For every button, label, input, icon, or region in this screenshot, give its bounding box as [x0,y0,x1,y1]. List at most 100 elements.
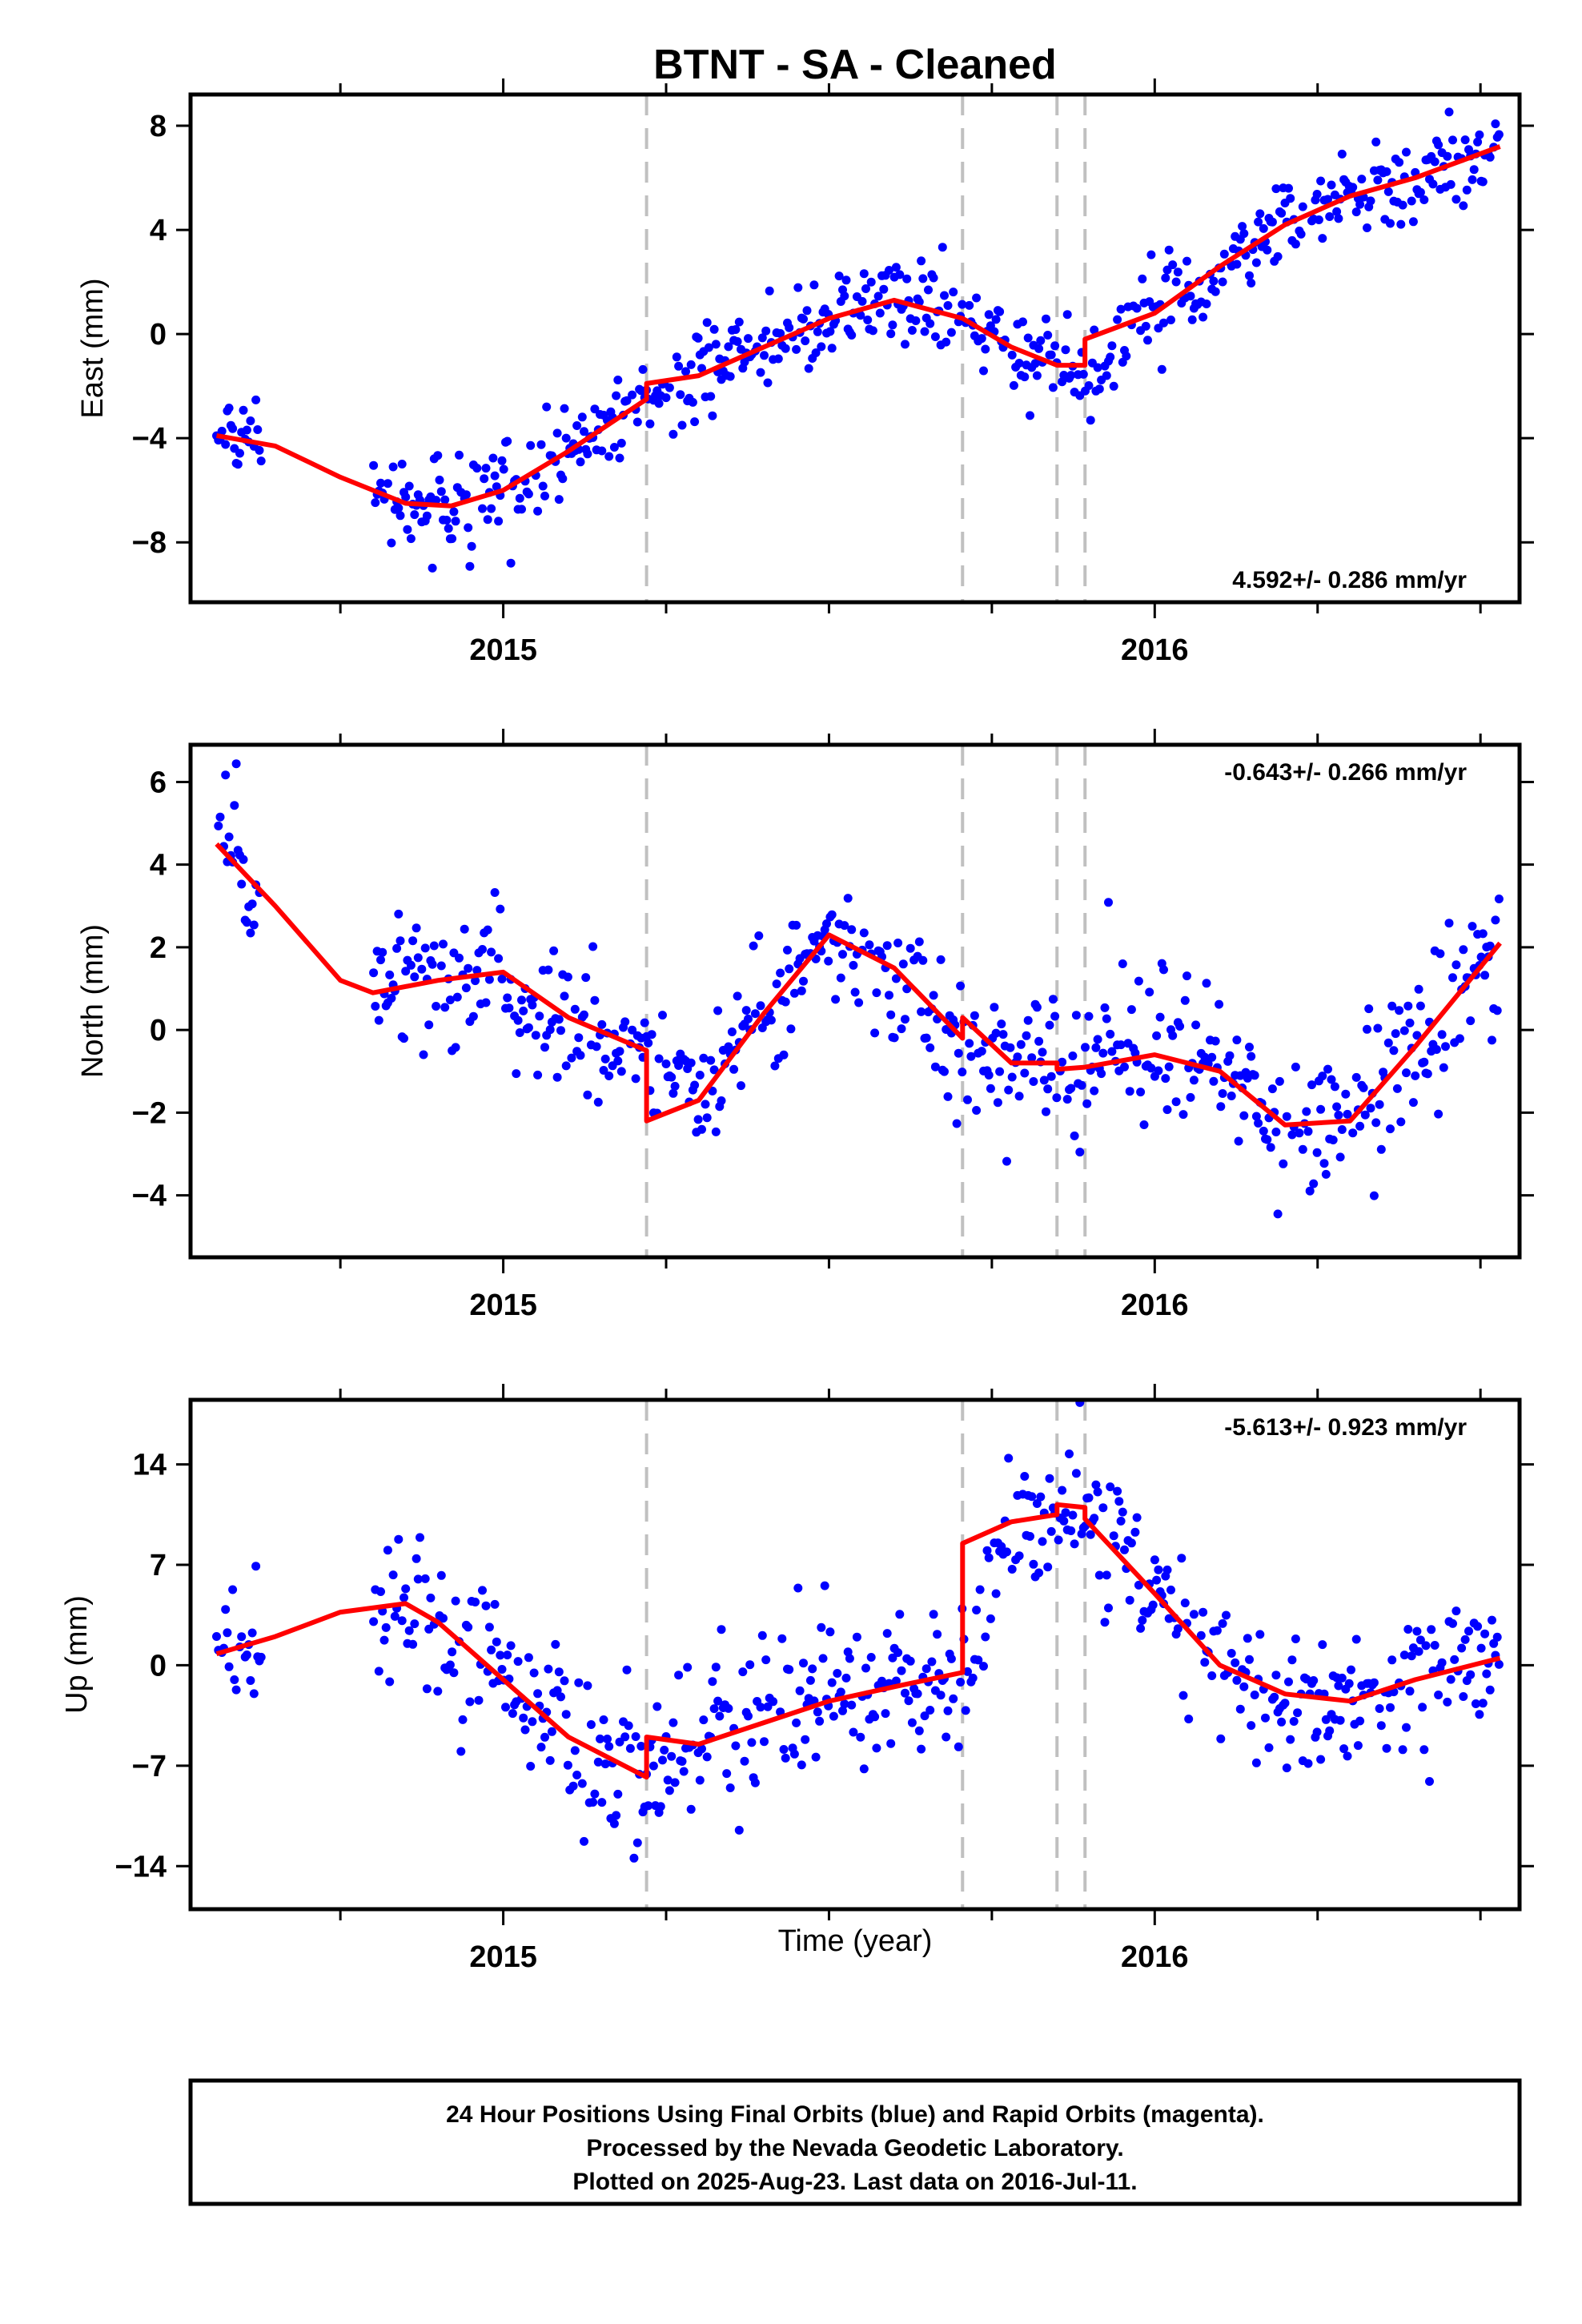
data-point [1148,1600,1158,1610]
data-point [1428,179,1438,189]
data-point [849,1727,858,1737]
data-point [1415,1001,1425,1011]
data-point [1359,1083,1368,1092]
data-point [1398,200,1407,210]
data-point [1430,157,1439,167]
data-point [702,1113,712,1123]
data-point [1343,1109,1352,1119]
data-point [620,1732,630,1742]
data-point [1273,1209,1283,1219]
data-point [497,1665,507,1674]
data-point [1106,352,1115,362]
data-point [886,329,896,339]
data-point [859,1764,869,1774]
data-point [1182,256,1191,266]
data-point [1161,273,1170,283]
data-point [1113,1486,1122,1496]
data-point [439,1614,448,1623]
data-point [433,1687,443,1696]
data-point [729,1064,739,1074]
data-point [898,959,908,969]
data-point [246,416,255,425]
data-point [1441,1042,1450,1051]
data-point [456,1747,466,1756]
y-tick-label: −4 [132,1180,167,1213]
data-point [847,925,857,935]
data-point [760,1737,769,1747]
data-point [1182,971,1191,981]
data-point [1403,1001,1413,1011]
data-point [669,1088,678,1098]
data-point [512,1069,521,1079]
data-point [1100,1003,1110,1012]
data-point [783,945,792,955]
data-point [1168,1031,1178,1040]
data-point [926,1706,935,1715]
data-point [1364,1004,1374,1014]
data-point [1247,279,1256,287]
data-point [1186,292,1195,301]
data-point [1161,1074,1170,1084]
data-point [397,460,407,468]
data-point [695,1775,705,1785]
data-point [408,936,418,946]
data-point [1038,1047,1047,1057]
data-point [920,1711,930,1721]
data-point [804,364,813,373]
data-point [597,1019,607,1029]
data-point [1065,1449,1074,1458]
y-tick-label: 8 [150,110,167,143]
data-point [231,1685,241,1695]
data-point [1084,1011,1094,1021]
data-point [840,292,849,301]
data-point [897,1666,906,1675]
x-tick-label: 2015 [469,633,537,667]
data-point [487,947,496,957]
data-point [877,1676,886,1686]
data-point [1071,1011,1081,1020]
data-point [997,1542,1006,1551]
data-point [817,342,826,352]
data-point [670,1778,680,1787]
data-point [1303,1759,1313,1768]
data-point [1360,1110,1370,1120]
data-point [515,493,524,503]
data-point [781,1753,790,1763]
data-point [961,1706,970,1715]
data-point [451,517,460,526]
data-point [540,1732,549,1742]
data-point [615,1047,624,1056]
data-point [1232,1675,1242,1685]
data-point [724,342,733,352]
data-point [1466,1016,1476,1026]
data-point [1043,1084,1053,1094]
data-point [376,478,385,488]
data-point [1116,304,1126,314]
data-point [1382,167,1391,176]
data-point [609,1819,619,1828]
model-curve [215,144,1501,509]
y-tick-label: 6 [150,766,167,799]
data-point [676,390,685,400]
data-point [1145,987,1154,997]
data-point [558,474,568,484]
data-point [593,1097,603,1107]
data-point [1448,1618,1457,1628]
data-point [677,1757,687,1766]
data-point [1312,190,1322,199]
data-point [435,475,444,485]
data-point [733,337,742,346]
data-point [665,1786,674,1795]
data-point [808,1664,817,1674]
data-point [1130,1527,1140,1537]
data-point [432,496,441,505]
data-point [480,474,489,484]
data-point [228,424,238,433]
data-point [1494,130,1504,139]
data-point [1234,1136,1243,1146]
data-point [921,1033,931,1043]
data-point [760,351,769,360]
data-point [1415,1635,1425,1645]
data-point [461,490,471,500]
data-point [604,1072,614,1080]
